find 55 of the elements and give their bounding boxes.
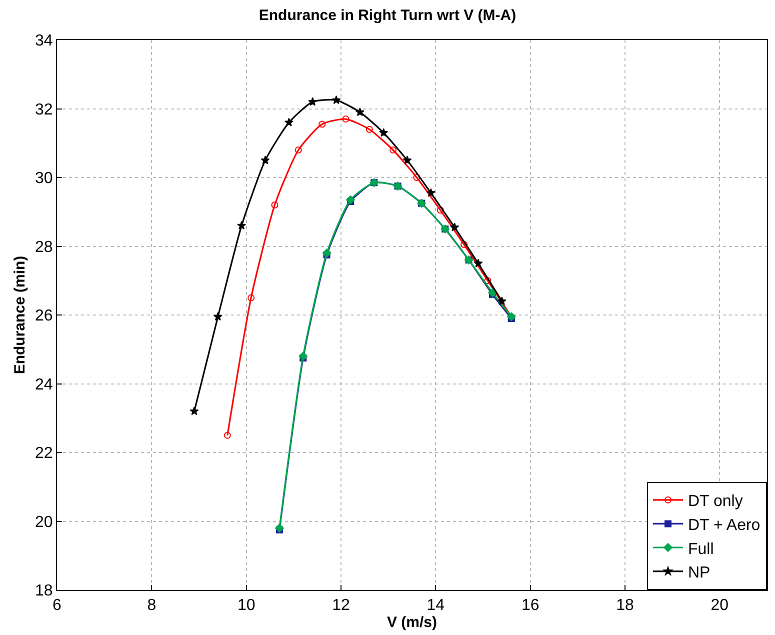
legend-label: NP xyxy=(688,564,710,582)
point xyxy=(346,195,355,204)
point xyxy=(355,107,364,116)
point xyxy=(450,222,460,232)
point xyxy=(332,95,341,104)
x-tick-label: 14 xyxy=(426,597,445,614)
point xyxy=(275,524,284,533)
point xyxy=(488,288,497,298)
point xyxy=(413,174,420,181)
point xyxy=(379,128,388,137)
point xyxy=(342,116,350,123)
point xyxy=(322,248,332,258)
point xyxy=(390,146,397,154)
legend-label: DT only xyxy=(688,493,743,510)
point xyxy=(484,277,492,284)
x-tick-label: 10 xyxy=(237,597,256,614)
point xyxy=(460,241,468,248)
x-tick-label: 16 xyxy=(521,597,540,614)
y-tick-label: 18 xyxy=(35,582,53,600)
y-axis-title: Endurance (min) xyxy=(11,256,28,374)
chart-title: Endurance in Right Turn wrt V (M-A) xyxy=(258,7,516,24)
point xyxy=(308,97,318,106)
x-tick-label: 8 xyxy=(147,597,156,614)
legend-label: Full xyxy=(688,540,714,558)
point xyxy=(224,432,231,439)
y-tick-label: 30 xyxy=(35,170,53,188)
y-tick-label: 26 xyxy=(35,308,53,325)
point xyxy=(248,294,255,302)
y-tick-label: 24 xyxy=(35,376,53,394)
x-tick-label: 18 xyxy=(616,597,634,614)
point xyxy=(284,118,294,126)
point xyxy=(190,406,199,416)
point xyxy=(237,220,246,230)
point xyxy=(294,146,302,154)
y-tick-label: 34 xyxy=(35,32,53,50)
y-tick-label: 22 xyxy=(35,445,53,462)
point xyxy=(318,120,326,128)
point xyxy=(366,126,373,133)
x-axis-title: V (m/s) xyxy=(386,614,438,632)
point xyxy=(436,206,444,214)
point xyxy=(426,188,436,197)
y-tick-label: 32 xyxy=(35,101,53,118)
x-tick-label: 6 xyxy=(52,597,62,614)
x-tick-label: 12 xyxy=(332,597,350,614)
point xyxy=(260,156,270,164)
y-tick-label: 20 xyxy=(35,514,53,531)
point xyxy=(298,352,308,361)
point xyxy=(271,202,278,208)
point xyxy=(402,156,412,164)
x-tick-label: 20 xyxy=(710,597,729,614)
point xyxy=(497,296,506,306)
point xyxy=(213,312,222,321)
y-tick-label: 28 xyxy=(35,238,53,256)
point xyxy=(474,258,483,268)
legend-label: DT + Aero xyxy=(688,516,760,534)
